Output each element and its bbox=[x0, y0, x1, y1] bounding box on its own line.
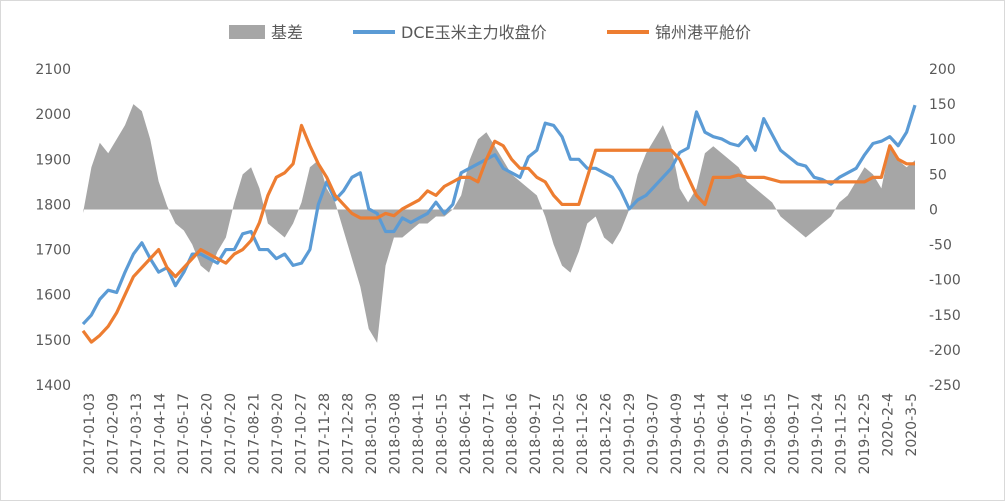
left-tick-label: 2000 bbox=[35, 107, 71, 123]
x-tick-label: 2019-08-15 bbox=[763, 393, 779, 474]
x-tick-label: 2017-02-09 bbox=[106, 393, 122, 474]
x-tick-label: 2019-09-17 bbox=[787, 393, 803, 474]
legend: 基差 DCE玉米主力收盘价 锦州港平舱价 bbox=[229, 23, 751, 42]
x-tick-label: 2017-05-17 bbox=[176, 393, 192, 474]
x-tick-label: 2017-12-28 bbox=[340, 393, 356, 474]
x-tick-label: 2017-09-20 bbox=[270, 393, 286, 474]
right-tick-label: 150 bbox=[929, 97, 956, 113]
x-tick-label: 2017-06-20 bbox=[199, 393, 215, 474]
right-tick-label: 0 bbox=[929, 202, 938, 218]
left-tick-label: 1800 bbox=[35, 197, 71, 213]
left-axis-ticks: 1400 1500 1600 1700 1800 1900 2000 2100 bbox=[35, 62, 71, 394]
x-tick-label: 2019-11-25 bbox=[834, 393, 850, 474]
left-tick-label: 1900 bbox=[35, 152, 71, 168]
x-tick-label: 2017-01-03 bbox=[82, 393, 98, 474]
x-tick-label: 2018-08-16 bbox=[505, 393, 521, 474]
x-tick-label: 2017-11-28 bbox=[317, 393, 333, 474]
right-tick-label: -150 bbox=[929, 308, 961, 324]
x-tick-label: 2018-12-26 bbox=[599, 393, 615, 474]
x-tick-label: 2018-03-08 bbox=[387, 393, 403, 474]
x-tick-label: 2018-07-17 bbox=[481, 393, 497, 474]
x-tick-label: 2017-07-20 bbox=[223, 393, 239, 474]
x-tick-label: 2019-12-25 bbox=[857, 393, 873, 474]
x-tick-label: 2018-06-14 bbox=[458, 393, 474, 474]
right-axis-ticks: -250 -200 -150 -100 -50 0 50 100 150 200 bbox=[929, 62, 961, 394]
series-dce-line bbox=[81, 104, 917, 326]
left-tick-label: 1600 bbox=[35, 288, 71, 304]
left-tick-label: 1400 bbox=[35, 378, 71, 394]
x-tick-label: 2019-10-24 bbox=[810, 393, 826, 474]
x-tick-label: 2017-10-27 bbox=[293, 393, 309, 474]
right-tick-label: 100 bbox=[929, 132, 956, 148]
plot-area bbox=[81, 104, 917, 344]
left-tick-label: 1700 bbox=[35, 243, 71, 259]
x-tick-label: 2019-01-29 bbox=[622, 393, 638, 474]
x-axis-ticks: 2017-01-03 2017-02-09 2017-03-13 2017-04-14… bbox=[82, 393, 920, 474]
series-basis-area bbox=[83, 104, 915, 343]
x-tick-label: 2017-04-14 bbox=[153, 393, 169, 474]
right-tick-label: -250 bbox=[929, 378, 961, 394]
legend-label-basis: 基差 bbox=[271, 23, 303, 42]
x-tick-label: 2018-11-26 bbox=[575, 393, 591, 474]
legend-swatch-basis bbox=[229, 25, 265, 39]
right-tick-label: 50 bbox=[929, 167, 947, 183]
x-tick-label: 2017-08-21 bbox=[246, 393, 262, 474]
x-tick-label: 2018-05-15 bbox=[434, 393, 450, 474]
x-tick-label: 2020-3-5 bbox=[904, 393, 920, 457]
x-tick-label: 2019-04-09 bbox=[669, 393, 685, 474]
x-tick-label: 2018-09-17 bbox=[528, 393, 544, 474]
left-tick-label: 1500 bbox=[35, 333, 71, 349]
right-tick-label: -100 bbox=[929, 273, 961, 289]
right-tick-label: -50 bbox=[929, 238, 952, 254]
x-tick-label: 2018-01-30 bbox=[364, 393, 380, 474]
x-tick-label: 2018-04-11 bbox=[411, 393, 427, 474]
x-tick-label: 2019-05-14 bbox=[693, 393, 709, 474]
right-tick-label: -200 bbox=[929, 343, 961, 359]
x-tick-label: 2017-03-13 bbox=[129, 393, 145, 474]
x-tick-label: 2019-06-14 bbox=[716, 393, 732, 474]
right-tick-label: 200 bbox=[929, 62, 956, 78]
x-tick-label: 2019-07-16 bbox=[740, 393, 756, 474]
legend-label-dce: DCE玉米主力收盘价 bbox=[401, 23, 547, 42]
x-tick-label: 2020-2-4 bbox=[881, 393, 897, 457]
legend-label-jinzhou: 锦州港平舱价 bbox=[655, 23, 751, 42]
x-tick-label: 2019-03-07 bbox=[646, 393, 662, 474]
series-jinzhou-line bbox=[81, 123, 915, 344]
x-tick-label: 2018-10-25 bbox=[552, 393, 568, 474]
left-tick-label: 2100 bbox=[35, 62, 71, 78]
